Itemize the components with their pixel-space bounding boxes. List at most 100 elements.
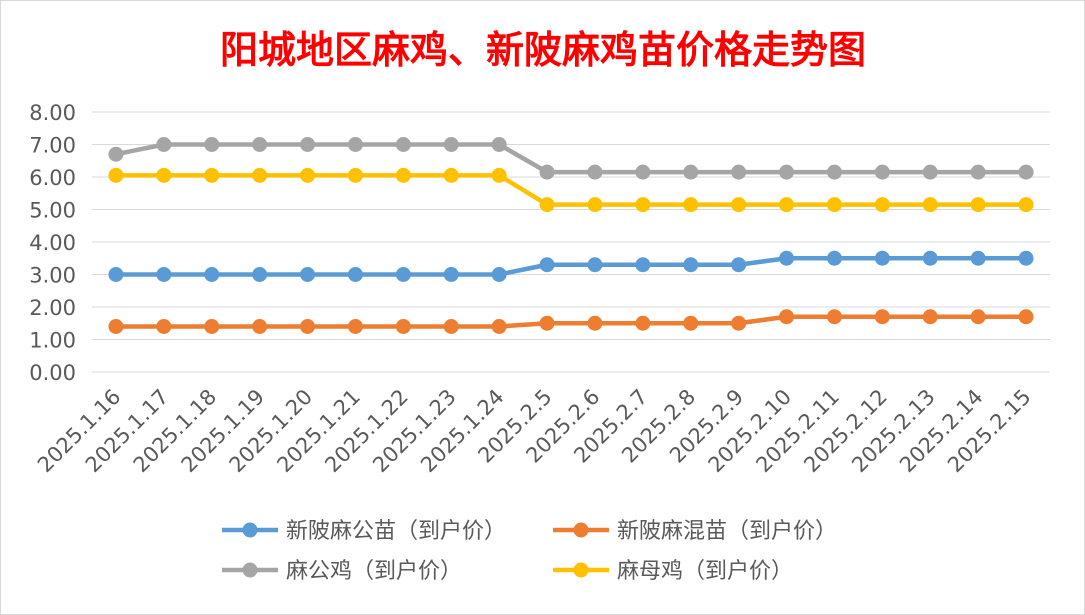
data-point	[826, 309, 842, 325]
data-point	[108, 167, 124, 183]
data-point	[347, 267, 363, 282]
data-point	[874, 309, 890, 325]
y-tick-label: 2.00	[29, 296, 76, 320]
data-point	[300, 137, 316, 152]
data-point	[922, 250, 938, 266]
y-tick-label: 6.00	[29, 166, 76, 190]
legend-label: 新陂麻混苗（到户价）	[617, 519, 837, 544]
data-point	[300, 267, 316, 282]
series-lines	[108, 137, 1034, 334]
y-tick-label: 4.00	[29, 231, 76, 255]
legend-swatch-marker	[573, 522, 589, 538]
data-point	[635, 315, 651, 331]
data-point	[443, 137, 459, 152]
y-tick-label: 1.00	[29, 329, 76, 353]
data-point	[731, 197, 747, 213]
data-point	[347, 167, 363, 183]
gridlines	[92, 111, 1050, 373]
legend-swatch-marker	[242, 562, 258, 578]
data-point	[683, 197, 699, 213]
series-3	[108, 167, 1034, 213]
data-point	[156, 137, 172, 152]
data-point	[970, 164, 986, 180]
legend-item: 麻公鸡（到户价）	[222, 559, 462, 584]
data-point	[922, 309, 938, 325]
y-tick-label: 8.00	[29, 101, 76, 125]
data-point	[204, 267, 220, 282]
data-point	[635, 197, 651, 213]
data-point	[779, 164, 795, 180]
data-point	[779, 250, 795, 266]
legend-label: 麻母鸡（到户价）	[617, 559, 793, 584]
data-point	[1018, 309, 1034, 325]
data-point	[395, 319, 411, 334]
data-point	[731, 315, 747, 331]
data-point	[683, 257, 699, 273]
data-point	[491, 167, 507, 183]
data-point	[252, 267, 268, 282]
data-point	[443, 167, 459, 183]
data-point	[300, 167, 316, 183]
data-point	[252, 319, 268, 334]
data-point	[252, 167, 268, 183]
legend-item: 新陂麻公苗（到户价）	[222, 519, 506, 544]
chart-title: 阳城地区麻鸡、新陂麻鸡苗价格走势图	[220, 27, 866, 72]
legend-label: 新陂麻公苗（到户价）	[286, 519, 506, 544]
legend-swatch-marker	[573, 562, 589, 578]
series-line	[115, 173, 1027, 207]
data-point	[156, 319, 172, 334]
y-axis-tick-labels: 0.00 1.00 2.00 3.00 4.00 5.00 6.00 7.00 8.00	[29, 101, 76, 385]
data-point	[539, 164, 555, 180]
data-point	[443, 319, 459, 334]
data-point	[1018, 197, 1034, 213]
data-point	[491, 137, 507, 152]
series-0	[108, 250, 1034, 282]
series-line	[115, 142, 1027, 175]
x-axis-tick-labels: 2025.1.162025.1.172025.1.182025.1.192025…	[33, 385, 1036, 478]
data-point	[204, 167, 220, 183]
data-point	[491, 267, 507, 282]
data-point	[395, 137, 411, 152]
y-tick-label: 3.00	[29, 264, 76, 288]
data-point	[1018, 164, 1034, 180]
data-point	[156, 167, 172, 183]
data-point	[683, 315, 699, 331]
data-point	[539, 257, 555, 273]
data-point	[587, 257, 603, 273]
data-point	[395, 167, 411, 183]
data-point	[108, 319, 124, 334]
data-point	[108, 267, 124, 282]
data-point	[587, 197, 603, 213]
data-point	[395, 267, 411, 282]
legend-item: 麻母鸡（到户价）	[553, 559, 793, 584]
data-point	[922, 197, 938, 213]
series-line	[115, 256, 1027, 277]
data-point	[347, 137, 363, 152]
data-point	[347, 319, 363, 334]
data-point	[204, 319, 220, 334]
data-point	[970, 309, 986, 325]
data-point	[826, 197, 842, 213]
data-point	[587, 164, 603, 180]
series-line	[115, 314, 1027, 329]
data-point	[491, 319, 507, 334]
data-point	[779, 309, 795, 325]
data-point	[970, 197, 986, 213]
data-point	[539, 315, 555, 331]
data-point	[683, 164, 699, 180]
data-point	[635, 257, 651, 273]
data-point	[443, 267, 459, 282]
legend: 新陂麻公苗（到户价） 新陂麻混苗（到户价） 麻公鸡（到户价） 麻母鸡（到户价）	[222, 519, 837, 584]
legend-item: 新陂麻混苗（到户价）	[553, 519, 837, 544]
y-tick-label: 7.00	[29, 134, 76, 158]
series-1	[108, 309, 1034, 334]
y-tick-label: 5.00	[29, 199, 76, 223]
data-point	[826, 164, 842, 180]
data-point	[731, 164, 747, 180]
data-point	[156, 267, 172, 282]
data-point	[108, 146, 124, 162]
data-point	[874, 164, 890, 180]
legend-label: 麻公鸡（到户价）	[286, 559, 462, 584]
data-point	[1018, 250, 1034, 266]
